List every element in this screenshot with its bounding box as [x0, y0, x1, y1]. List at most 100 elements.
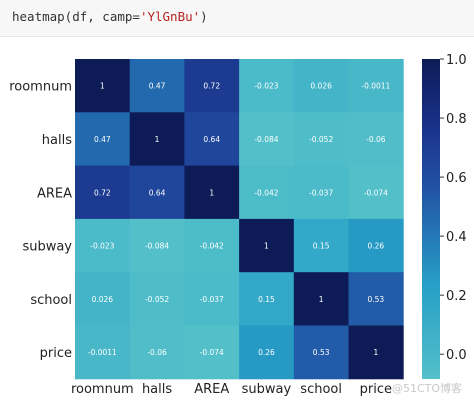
cell-value-label: 0.53	[367, 295, 384, 304]
colorbar-tick-label: 0.0	[446, 348, 467, 363]
cell-value-label: -0.023	[90, 242, 114, 251]
cell-value-label: 1	[373, 348, 378, 357]
cell-value-label: 0.47	[94, 135, 111, 144]
heatmap-cell	[293, 112, 349, 167]
heatmap-cell	[184, 59, 240, 113]
x-tick-label: price	[360, 382, 392, 397]
heatmap-cells: 1 0.47 0.72 -0.023 0.026 -0.0011 0.47 1 0.64 -0.0…	[75, 59, 404, 380]
cell-value-label: 0.15	[313, 242, 330, 251]
heatmap-cell	[184, 218, 240, 273]
x-tick-labels: roomnum halls AREA subway school price	[71, 382, 392, 397]
cell-value-label: 0.15	[258, 295, 275, 304]
heatmap-cell	[129, 165, 185, 220]
y-tick-label: halls	[42, 133, 72, 148]
x-tick-label: school	[300, 382, 342, 397]
cell-value-label: -0.0011	[88, 348, 117, 357]
cell-value-label: -0.037	[200, 295, 224, 304]
cell-value-label: 0.53	[313, 348, 330, 357]
cell-value-label: -0.06	[147, 348, 167, 357]
x-tick-label: halls	[142, 382, 172, 397]
cell-value-label: 0.26	[367, 242, 384, 251]
y-tick-label: AREA	[37, 186, 72, 201]
code-arg: 'YlGnBu'	[139, 9, 201, 24]
heatmap-cell	[184, 112, 240, 167]
cell-value-label: 0.47	[149, 82, 166, 91]
code-cell[interactable]: heatmap(df, camp='YlGnBu')	[0, 0, 474, 37]
colorbar-tick-label: 1.0	[446, 53, 467, 68]
colorbar-tick-label: 0.4	[446, 230, 467, 245]
cell-value-label: -0.023	[254, 82, 278, 91]
cell-value-label: 0.64	[203, 135, 220, 144]
heatmap-cell	[129, 112, 185, 167]
y-tick-label: subway	[22, 240, 72, 255]
heatmap-cell	[348, 112, 404, 167]
heatmap-cell	[293, 218, 349, 273]
cell-value-label: 1	[319, 295, 324, 304]
heatmap-cell	[348, 325, 404, 380]
heatmap-cell	[184, 165, 240, 220]
heatmap-cell	[129, 218, 185, 273]
heatmap-cell	[348, 272, 404, 326]
heatmap-cell	[293, 59, 349, 113]
code-suffix: )	[200, 9, 208, 24]
colorbar: 0.0 0.2 0.4 0.6 0.8 1.0	[422, 53, 467, 379]
cell-value-label: 0.64	[149, 188, 166, 197]
heatmap-cell	[239, 272, 295, 326]
cell-value-label: -0.06	[366, 135, 386, 144]
cell-value-label: 0.72	[94, 188, 111, 197]
heatmap-cell	[348, 165, 404, 220]
cell-value-label: -0.074	[364, 188, 388, 197]
heatmap-cell	[75, 59, 131, 113]
cell-value-label: 1	[209, 188, 214, 197]
heatmap-cell	[348, 218, 404, 273]
heatmap-cell	[293, 325, 349, 380]
heatmap-cell	[75, 112, 131, 167]
cell-value-label: 0.026	[310, 82, 332, 91]
colorbar-tick-label: 0.8	[446, 112, 467, 127]
cell-value-label: -0.084	[145, 242, 169, 251]
x-tick-label: subway	[242, 382, 292, 397]
cell-value-label: 1	[155, 135, 160, 144]
cell-value-label: -0.052	[145, 295, 169, 304]
colorbar-bar	[422, 59, 440, 379]
heatmap-cell	[239, 112, 295, 167]
x-tick-label: roomnum	[71, 382, 134, 397]
watermark: @51CTO博客	[392, 382, 463, 395]
y-tick-label: school	[30, 293, 72, 308]
heatmap-cell	[239, 325, 295, 380]
cell-value-label: -0.042	[254, 188, 278, 197]
heatmap-cell	[129, 59, 185, 113]
heatmap-cell	[75, 325, 131, 380]
heatmap-cell	[184, 272, 240, 326]
cell-value-label: -0.074	[200, 348, 224, 357]
heatmap-cell	[293, 272, 349, 326]
cell-value-label: -0.0011	[361, 82, 390, 91]
heatmap-cell	[129, 272, 185, 326]
heatmap-cell	[239, 165, 295, 220]
colorbar-tick-label: 0.2	[446, 289, 467, 304]
cell-value-label: -0.042	[200, 242, 224, 251]
y-tick-labels: roomnum halls AREA subway school price	[9, 80, 72, 361]
heatmap-cell	[75, 218, 131, 273]
cell-value-label: 0.72	[203, 82, 220, 91]
code-text: heatmap(df, camp='YlGnBu')	[12, 9, 208, 24]
cell-value-label: 1	[264, 242, 269, 251]
cell-value-label: -0.037	[309, 188, 333, 197]
y-tick-label: roomnum	[9, 80, 72, 95]
heatmap-cell	[184, 325, 240, 380]
heatmap-cell	[239, 59, 295, 113]
x-tick-label: AREA	[194, 382, 229, 397]
cell-value-label: -0.084	[254, 135, 278, 144]
heatmap-cell	[348, 59, 404, 113]
y-tick-label: price	[40, 346, 72, 361]
heatmap-cell	[239, 218, 295, 273]
cell-value-label: 1	[100, 82, 105, 91]
heatmap-cell	[293, 165, 349, 220]
cell-value-label: 0.26	[258, 348, 275, 357]
heatmap-cell	[129, 325, 185, 380]
cell-value-label: 0.026	[92, 295, 114, 304]
heatmap-cell	[75, 272, 131, 326]
code-prefix: heatmap(df, camp=	[12, 9, 140, 24]
colorbar-tick-label: 0.6	[446, 171, 467, 186]
